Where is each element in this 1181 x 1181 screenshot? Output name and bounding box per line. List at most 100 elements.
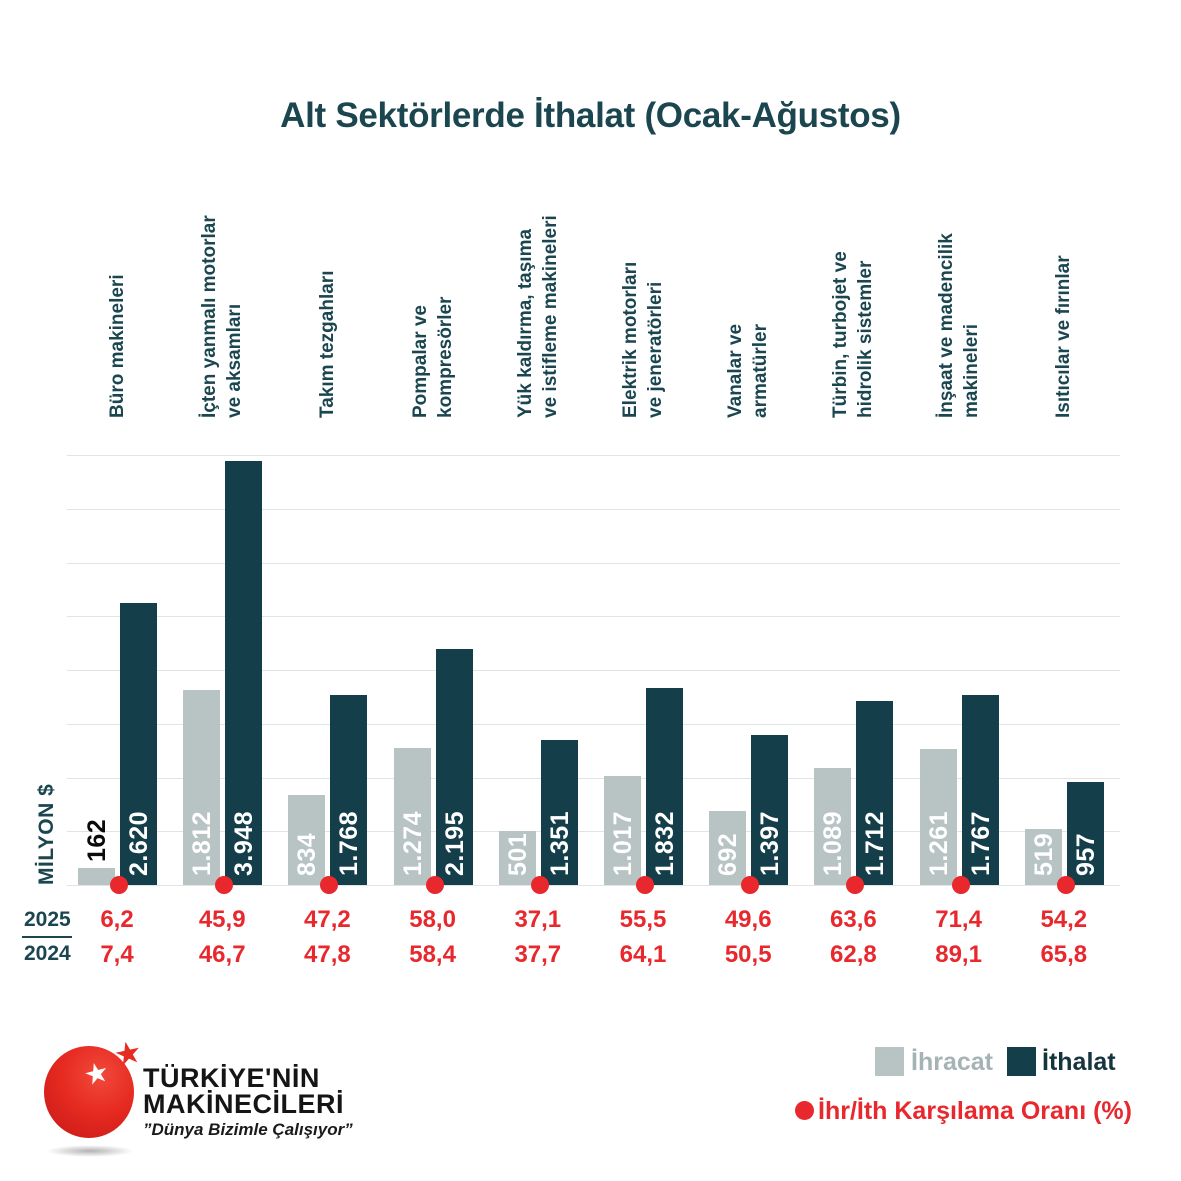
- category-label-1: İçten yanmalı motorlar ve aksamları: [199, 215, 246, 418]
- ratio-2025-value-6: 49,6: [724, 906, 772, 933]
- bar-value-ihracat-9: 519: [1029, 832, 1058, 876]
- category-label-9: Isıtıcılar ve fırınlar: [1053, 255, 1075, 418]
- ratio-2024-value-4: 37,7: [514, 941, 562, 968]
- bar-ithalat-6: [751, 734, 789, 885]
- bar-value-ithalat-9: 957: [1071, 832, 1100, 876]
- logo-shadow: [46, 1145, 134, 1157]
- ratio-row-label-2024: 2024: [24, 942, 71, 965]
- bar-value-ihracat-3: 1.274: [398, 810, 427, 876]
- bar-ithalat-7: [856, 701, 894, 885]
- category-label-0: Büro makineleri: [106, 274, 128, 418]
- bar-value-ihracat-0: 162: [83, 818, 111, 862]
- category-label-3: Pompalar ve kompresörler: [409, 296, 456, 418]
- ratio-row-label-2025: 2025: [24, 908, 71, 931]
- star-icon: ★: [110, 1033, 146, 1074]
- ratio-2025-value-5: 55,5: [619, 906, 667, 933]
- bar-value-ithalat-2: 1.768: [335, 810, 364, 876]
- bar-ithalat-8: [961, 695, 999, 885]
- ratio-dot-6: [741, 876, 760, 894]
- bar-ithalat-3: [435, 649, 473, 885]
- ratio-2025-value-2: 47,2: [304, 906, 351, 933]
- category-label-8: İnşaat ve madencilik makineleri: [935, 233, 982, 418]
- bar-value-ithalat-4: 1.351: [545, 810, 574, 876]
- bar-ithalat-5: [646, 688, 683, 885]
- bar-ithalat-1: [225, 460, 263, 885]
- gridline: [67, 670, 1120, 671]
- bar-value-ihracat-6: 692: [714, 832, 743, 876]
- ratio-dot-4: [530, 876, 549, 894]
- bar-ihracat-9: [1024, 829, 1062, 885]
- ratio-dot-2: [320, 876, 339, 894]
- bar-ihracat-7: [814, 767, 852, 885]
- bar-ihracat-5: [604, 775, 641, 885]
- gridline: [67, 616, 1120, 618]
- ratio-dot-3: [425, 876, 444, 894]
- gridline: [67, 831, 1120, 833]
- gridline: [67, 777, 1120, 779]
- bar-value-ihracat-7: 1.089: [819, 810, 848, 876]
- bar-value-ithalat-3: 2.195: [440, 810, 469, 876]
- ratio-2024-value-2: 47,8: [304, 941, 351, 968]
- bar-ithalat-2: [330, 694, 368, 885]
- bar-ithalat-4: [540, 739, 578, 885]
- bar-value-ihracat-2: 834: [293, 832, 322, 876]
- ratio-2024-value-5: 64,1: [619, 941, 667, 968]
- y-axis-label: MİLYON $: [35, 783, 58, 885]
- ratio-dot-9: [1056, 876, 1075, 894]
- legend-label-ratio: İhr/İth Karşılama Oranı (%): [818, 1097, 1132, 1125]
- ratio-dot-7: [846, 876, 865, 894]
- bar-value-ithalat-5: 1.832: [651, 810, 679, 876]
- bar-ihracat-0: [78, 867, 115, 885]
- ratio-2025-value-9: 54,2: [1040, 906, 1088, 933]
- gridline: [67, 723, 1120, 725]
- ratio-2024-value-3: 58,4: [409, 941, 456, 968]
- logo-title-line2: MAKİNECİLERİ: [143, 1089, 344, 1119]
- bar-value-ithalat-0: 2.620: [125, 810, 153, 876]
- ratio-2025-value-3: 58,0: [409, 906, 456, 933]
- bar-ithalat-9: [1066, 782, 1104, 885]
- ratio-2025-value-7: 63,6: [830, 906, 877, 933]
- ratio-dot-5: [636, 876, 654, 894]
- ratio-dot-icon: [795, 1101, 814, 1120]
- legend-label-export: İhracat: [911, 1048, 993, 1076]
- bar-value-ithalat-7: 1.712: [861, 810, 890, 876]
- bar-value-ithalat-6: 1.397: [756, 810, 785, 876]
- bar-ihracat-4: [498, 831, 536, 885]
- gridline: [67, 455, 1120, 456]
- bar-ihracat-3: [393, 748, 431, 885]
- ratio-2025-value-8: 71,4: [935, 906, 982, 933]
- ratio-2024-value-9: 65,8: [1040, 941, 1088, 968]
- bar-value-ihracat-8: 1.261: [924, 810, 953, 876]
- ratio-2024-value-1: 46,7: [198, 941, 246, 968]
- category-label-4: Yük kaldırma, taşıma ve istifleme makinel…: [514, 215, 561, 418]
- bar-ihracat-2: [288, 795, 326, 885]
- ratio-2024-value-7: 62,8: [830, 941, 877, 968]
- bar-ihracat-8: [919, 749, 957, 885]
- bar-value-ihracat-4: 501: [503, 832, 532, 876]
- bar-ithalat-0: [120, 603, 157, 885]
- bar-value-ihracat-5: 1.017: [609, 810, 637, 876]
- logo-sphere: [44, 1046, 134, 1138]
- ratio-2025-value-0: 6,2: [100, 906, 134, 933]
- ratio-dot-1: [215, 876, 234, 894]
- category-label-6: Vanalar ve armatürler: [725, 323, 772, 418]
- bar-value-ithalat-8: 1.767: [966, 810, 995, 876]
- gridline: [67, 508, 1120, 510]
- category-label-5: Elektrik motorları ve jeneratörleri: [620, 261, 666, 418]
- ratio-2025-value-4: 37,1: [514, 906, 562, 933]
- category-label-2: Takım tezgahları: [316, 270, 338, 418]
- bar-value-ihracat-1: 1.812: [188, 810, 217, 876]
- gridline: [67, 885, 1120, 886]
- ratio-2024-value-0: 7,4: [100, 941, 134, 968]
- ratio-dot-0: [110, 876, 128, 894]
- ratio-2024-value-8: 89,1: [935, 941, 982, 968]
- ratio-dot-8: [951, 876, 970, 894]
- ratio-2025-value-1: 45,9: [198, 906, 246, 933]
- chart-title: Alt Sektörlerde İthalat (Ocak-Ağustos): [280, 96, 901, 135]
- bar-ihracat-1: [183, 690, 221, 885]
- bar-value-ithalat-1: 3.948: [230, 810, 259, 876]
- category-label-7: Türbin, turbojet ve hidrolik sistemler: [830, 251, 877, 418]
- gridline: [67, 562, 1120, 564]
- legend-label-import: İthalat: [1042, 1048, 1116, 1076]
